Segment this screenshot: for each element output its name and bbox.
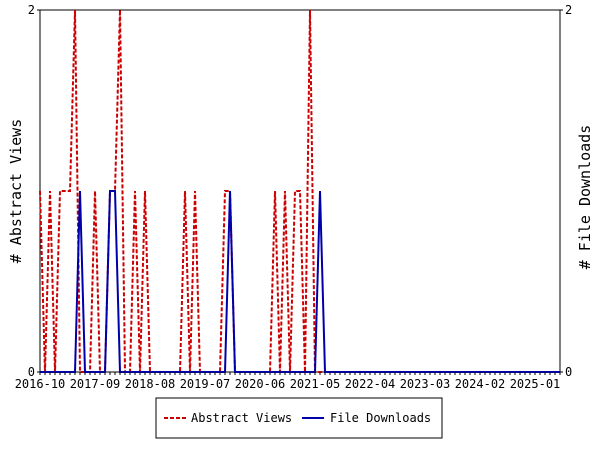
x-tick-label: 2020-06 — [235, 377, 286, 391]
legend: Abstract Views File Downloads — [155, 397, 443, 439]
x-tick-label: 2017-09 — [70, 377, 121, 391]
x-tick-label: 2021-05 — [290, 377, 341, 391]
x-tick-label: 2016-10 — [15, 377, 66, 391]
x-tick-label: 2018-08 — [125, 377, 176, 391]
legend-box — [155, 397, 443, 439]
x-tick-label: 2022-04 — [345, 377, 396, 391]
y-tick-label-right: 2 — [565, 3, 572, 17]
x-axis-ticks: 2016-10 2017-09 2018-08 2019-07 2020-06 2021-… — [15, 372, 561, 391]
legend-label-file-downloads: File Downloads — [330, 411, 431, 425]
y-tick-label-left: 2 — [28, 3, 35, 17]
x-tick-label: 2025-01 — [510, 377, 561, 391]
y-tick-label-right: 0 — [565, 365, 572, 379]
x-tick-label: 2023-03 — [400, 377, 451, 391]
y-tick-label-left: 0 — [28, 365, 35, 379]
legend-label-abstract-views: Abstract Views — [191, 411, 292, 425]
x-tick-label: 2019-07 — [180, 377, 231, 391]
y-axis-ticks: 0 2 0 2 — [28, 3, 572, 379]
x-tick-label: 2024-02 — [455, 377, 506, 391]
y-axis-title-right: # File Downloads — [576, 125, 594, 270]
y-axis-title-left: # Abstract Views — [7, 119, 25, 264]
